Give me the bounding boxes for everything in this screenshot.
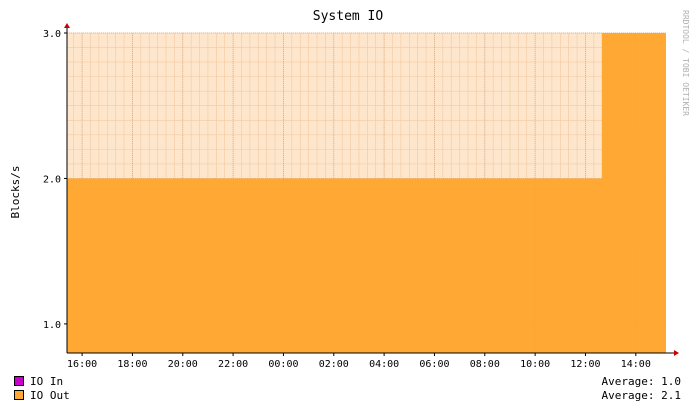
y-axis-label: Blocks/s (9, 166, 22, 219)
series-area-io-out (67, 33, 666, 353)
x-tick-label: 16:00 (67, 359, 97, 370)
x-tick-label: 14:00 (621, 359, 651, 370)
x-tick-label: 12:00 (570, 359, 600, 370)
x-tick-label: 04:00 (369, 359, 399, 370)
average-value-io-in: 1.0 (661, 374, 681, 388)
average-label-io-in: Average: (601, 374, 655, 388)
legend-swatch-io-in (14, 376, 24, 386)
x-tick-label: 22:00 (218, 359, 248, 370)
legend-item-io-out: IO Out (14, 388, 70, 402)
average-io-in: Average: 1.0 (602, 374, 681, 388)
x-tick-label: 20:00 (168, 359, 198, 370)
x-tick-label: 08:00 (470, 359, 500, 370)
average-io-out: Average: 2.1 (602, 388, 681, 402)
legend-label-io-out: IO Out (30, 388, 70, 402)
x-tick-label: 02:00 (319, 359, 349, 370)
plot-area: 16:00 18:00 20:00 22:00 00:00 02:00 04:00 06:00… (43, 23, 679, 370)
x-tick-label: 18:00 (117, 359, 147, 370)
y-axis-arrow (64, 23, 70, 28)
average-label-io-out: Average: (601, 388, 655, 402)
average-value-io-out: 2.1 (661, 388, 681, 402)
legend-item-io-in: IO In (14, 374, 63, 388)
y-tick-label: 3.0 (43, 29, 61, 40)
y-tick-label: 2.0 (43, 174, 61, 185)
x-tick-label: 06:00 (419, 359, 449, 370)
legend-label-io-in: IO In (30, 374, 64, 388)
chart-watermark: RRDTOOL / TOBI OETIKER (681, 10, 690, 116)
chart-title: System IO (313, 9, 384, 24)
x-tick-label: 10:00 (520, 359, 550, 370)
x-axis-arrow (674, 350, 679, 356)
x-tick-label: 00:00 (268, 359, 298, 370)
legend-swatch-io-out (14, 390, 24, 400)
y-tick-label: 1.0 (43, 320, 61, 331)
